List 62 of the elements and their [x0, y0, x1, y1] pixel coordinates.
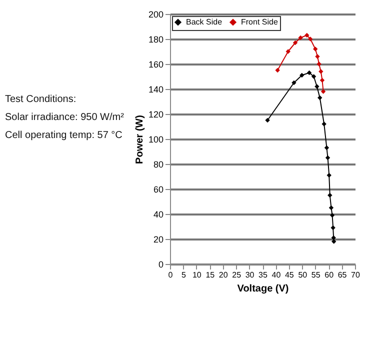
point: [304, 32, 310, 38]
x-tick-label: 65: [338, 270, 348, 280]
y-tick-label: 60: [153, 184, 164, 194]
x-tick-label: 55: [311, 270, 321, 280]
point: [286, 49, 290, 54]
y-tick-label: 40: [153, 210, 164, 220]
point: [292, 40, 298, 46]
point: [330, 212, 335, 218]
x-tick-label: 60: [324, 270, 334, 280]
x-axis-title: Voltage (V): [237, 284, 289, 294]
x-tick-label: 15: [206, 270, 216, 280]
point: [318, 69, 324, 74]
point: [328, 192, 332, 198]
point: [314, 84, 320, 89]
point: [265, 118, 270, 123]
y-tick-label: 80: [153, 160, 164, 170]
point: [292, 80, 296, 86]
point: [300, 72, 304, 78]
point: [313, 46, 318, 52]
point: [318, 95, 322, 100]
y-tick-label: 120: [148, 110, 164, 120]
point: [320, 78, 325, 83]
y-tick-label: 100: [148, 134, 164, 144]
x-tick-label: 5: [181, 270, 186, 280]
point: [316, 62, 322, 66]
x-tick-label: 35: [258, 270, 268, 280]
point: [298, 35, 303, 40]
y-tick-label: 200: [148, 10, 164, 20]
y-tick-label: 160: [148, 60, 164, 70]
y-tick-label: 20: [153, 234, 164, 244]
point: [330, 225, 336, 230]
point: [308, 36, 313, 42]
text: Test Conditions:: [5, 94, 76, 105]
x-tick-label: 50: [298, 270, 308, 280]
text: Solar irradiance: 950 W/m²: [5, 112, 125, 123]
x-tick-label: 40: [272, 270, 282, 280]
point: [315, 54, 320, 59]
y-axis-title: Power (W): [134, 115, 146, 164]
y-tick-label: 180: [148, 34, 164, 44]
point: [322, 122, 326, 126]
x-tick-label: 45: [284, 270, 294, 280]
point: [320, 89, 326, 94]
point: [331, 235, 336, 240]
point: [326, 172, 332, 178]
point: [306, 70, 312, 76]
x-tick-label: 25: [232, 270, 242, 280]
x-tick-label: 10: [192, 270, 202, 280]
legend-label: Back Side: [186, 17, 223, 26]
x-tick-label: 0: [168, 270, 174, 280]
point: [325, 155, 330, 160]
y-tick-label: 0: [158, 260, 164, 270]
point: [311, 74, 316, 79]
y-tick-label: 140: [148, 84, 164, 94]
x-tick-label: 70: [351, 270, 360, 280]
point: [328, 205, 334, 210]
point: [332, 239, 336, 244]
point: [275, 68, 280, 73]
x-tick-label: 20: [218, 270, 228, 280]
x-tick-label: 30: [245, 270, 255, 280]
legend-label: Front Side: [241, 17, 278, 26]
point: [324, 145, 330, 150]
text: Cell operating temp: 57 °C: [5, 130, 122, 141]
